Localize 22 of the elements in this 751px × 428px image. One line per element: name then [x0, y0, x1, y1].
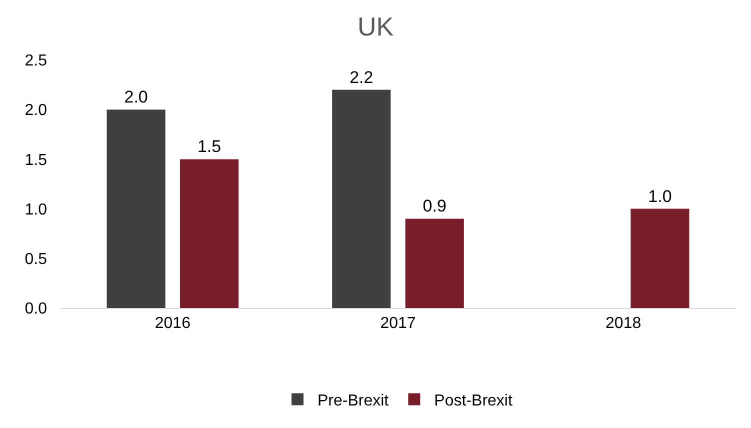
- y-tick-label: 2.5: [24, 52, 48, 70]
- bar: [180, 159, 239, 308]
- bar: [630, 208, 690, 308]
- data-label: 1.0: [648, 186, 672, 206]
- y-tick-label: 1.0: [24, 201, 48, 218]
- bar: [106, 110, 166, 308]
- x-tick-label: 2016: [154, 315, 191, 332]
- bar: [405, 218, 464, 308]
- data-label: 1.5: [197, 137, 222, 156]
- y-tick-label: 1.5: [24, 152, 48, 169]
- data-label: 2.2: [350, 68, 374, 87]
- data-label: 2.0: [124, 88, 148, 107]
- x-tick-label: 2017: [380, 315, 416, 332]
- x-tick-label: 2018: [606, 315, 642, 332]
- y-tick-label: 2.0: [24, 102, 48, 120]
- chart-title: UK: [357, 11, 394, 42]
- y-tick-label: 0.5: [24, 251, 48, 268]
- legend-label: Post-Brexit: [434, 392, 513, 410]
- data-label: 0.9: [422, 196, 446, 216]
- bar: [332, 90, 391, 308]
- y-tick-label: 0.0: [24, 300, 48, 318]
- legend-label: Pre-Brexit: [318, 392, 390, 410]
